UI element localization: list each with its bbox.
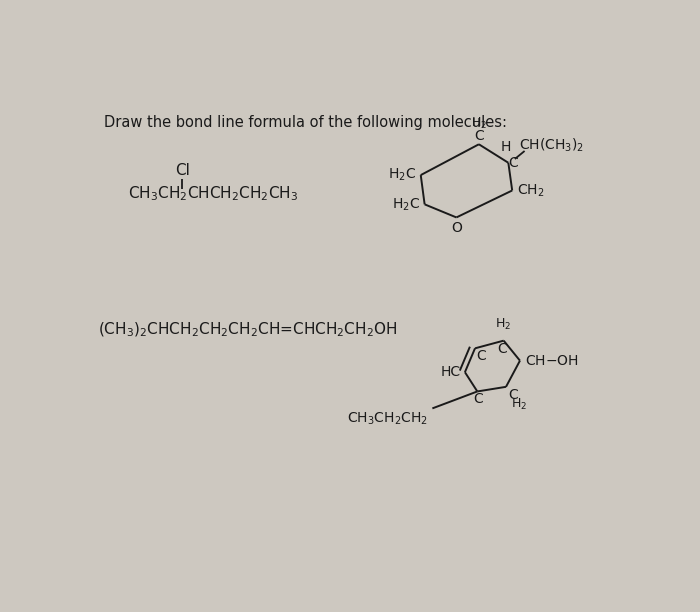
Text: H$_2$: H$_2$	[471, 116, 487, 131]
Text: C: C	[508, 388, 518, 402]
Text: C: C	[473, 392, 483, 406]
Text: CH(CH$_3$)$_2$: CH(CH$_3$)$_2$	[519, 137, 584, 154]
Text: H$_2$C: H$_2$C	[392, 196, 420, 212]
Text: C: C	[477, 349, 486, 364]
Text: C: C	[508, 156, 518, 170]
Text: Cl: Cl	[175, 163, 190, 177]
Text: Draw the bond line formula of the following molecules:: Draw the bond line formula of the follow…	[104, 116, 507, 130]
Text: O: O	[451, 221, 462, 235]
Text: H$_2$C: H$_2$C	[389, 167, 416, 183]
Text: CH$_2$: CH$_2$	[517, 182, 544, 199]
Text: H: H	[500, 140, 511, 154]
Text: H$_2$: H$_2$	[512, 397, 528, 412]
Text: CH$-$OH: CH$-$OH	[526, 354, 579, 368]
Text: C: C	[474, 129, 484, 143]
Text: (CH$_3$)$_2$CHCH$_2$CH$_2$CH$_2$CH=CHCH$_2$CH$_2$OH: (CH$_3$)$_2$CHCH$_2$CH$_2$CH$_2$CH=CHCH$…	[98, 321, 398, 340]
Text: CH$_3$CH$_2$CH$_2$: CH$_3$CH$_2$CH$_2$	[347, 411, 428, 427]
Text: C: C	[498, 341, 508, 356]
Text: H$_2$: H$_2$	[494, 317, 511, 332]
Text: HC: HC	[440, 365, 461, 379]
Text: CH$_3$CH$_2$CHCH$_2$CH$_2$CH$_3$: CH$_3$CH$_2$CHCH$_2$CH$_2$CH$_3$	[128, 184, 298, 203]
